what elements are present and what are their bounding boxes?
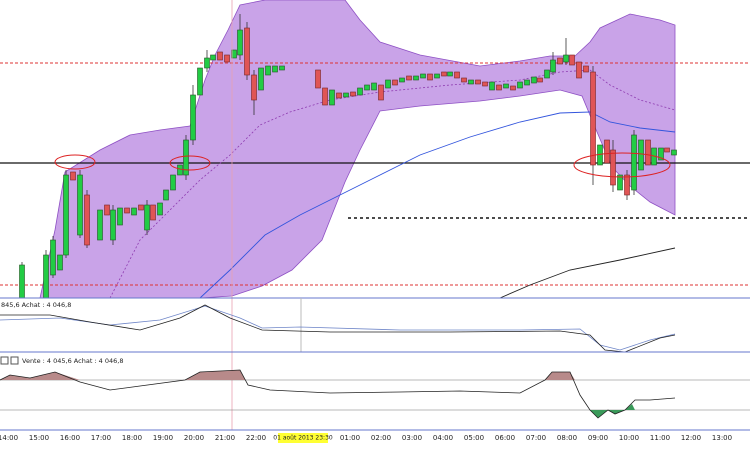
- highlight-ellipse: [54, 154, 96, 170]
- time-label: 21:00: [215, 434, 235, 442]
- moving-average: [199, 111, 676, 299]
- candles: [19, 14, 677, 299]
- time-label: 14:00: [0, 434, 18, 442]
- panel-label: 845,6 Achat : 4 046,8: [1, 301, 71, 309]
- overbought-area: [545, 372, 575, 380]
- time-label: 03:00: [402, 434, 422, 442]
- oscillator-panel: Vente : 4 045,6 Achat : 4 046,8: [0, 356, 750, 419]
- oscillator-line: [0, 304, 676, 353]
- bollinger-band: [39, 0, 676, 299]
- time-label: 07:00: [526, 434, 546, 442]
- time-label: 10:00: [619, 434, 639, 442]
- main-panel: [0, 0, 750, 299]
- band-middle: [109, 69, 676, 299]
- time-label: 18:00: [122, 434, 142, 442]
- overbought-area: [185, 370, 245, 380]
- time-label: 04:00: [433, 434, 453, 442]
- time-label: 22:00: [246, 434, 266, 442]
- time-label: 09:00: [588, 434, 608, 442]
- cursor-time-label: 01 août 2013 23:30: [273, 435, 333, 442]
- time-label: 13:00: [712, 434, 732, 442]
- time-label: 11:00: [650, 434, 670, 442]
- time-label: 19:00: [153, 434, 173, 442]
- panel-icon: [10, 356, 19, 365]
- time-axis: 14:00 15:00 16:00 17:00 18:00 19:00 20:0…: [0, 433, 732, 443]
- panel-label: Vente : 4 045,6 Achat : 4 046,8: [22, 357, 124, 365]
- cursor-time-highlight: [278, 433, 328, 443]
- highlight-ellipse: [573, 152, 671, 178]
- time-label: 08:00: [557, 434, 577, 442]
- time-label: 12:00: [681, 434, 701, 442]
- oscillator-panel: 845,6 Achat : 4 046,8: [0, 298, 676, 353]
- time-label: 01:00: [340, 434, 360, 442]
- time-label: 05:00: [464, 434, 484, 442]
- time-label: 02:00: [371, 434, 391, 442]
- oscillator-line: [0, 369, 676, 419]
- highlight-ellipse: [169, 155, 211, 171]
- time-label: 17:00: [91, 434, 111, 442]
- time-label: 16:00: [60, 434, 80, 442]
- panel-icon: [0, 356, 9, 365]
- oversold-area: [590, 404, 635, 418]
- oscillator-line: [0, 305, 676, 351]
- time-label: 06:00: [495, 434, 515, 442]
- long-average: [499, 247, 676, 299]
- time-label: 20:00: [184, 434, 204, 442]
- time-label: 15:00: [29, 434, 49, 442]
